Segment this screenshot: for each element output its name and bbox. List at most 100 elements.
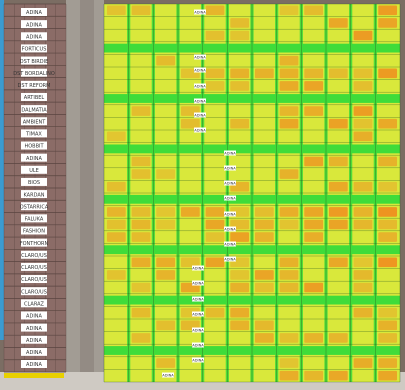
variety-label: ADINA — [26, 350, 42, 356]
plot-stress-patch — [230, 307, 250, 318]
plot-tag-box — [224, 256, 236, 262]
plot-stress-patch — [131, 219, 151, 230]
plot-stress-patch — [254, 320, 274, 331]
plot-stress-patch — [230, 282, 250, 293]
plot-stress-patch — [378, 320, 398, 331]
variety-label: CLARO/US — [21, 265, 47, 271]
plot-stress-patch — [279, 106, 299, 116]
plot-tag-box — [224, 195, 236, 201]
plot-tag: ADINA — [224, 228, 236, 232]
plot-stress-patch — [353, 68, 373, 79]
plot-stress-patch — [230, 68, 250, 79]
plot-stress-patch — [353, 106, 373, 116]
plot-stress-patch — [254, 333, 274, 343]
plot-tag-box — [194, 83, 206, 89]
variety-label: ADINA — [26, 326, 42, 332]
plot-tag-box — [192, 327, 204, 333]
plot-stress-patch — [353, 257, 373, 268]
variety-label-box — [21, 299, 47, 308]
variety-label: CLARAZ — [24, 302, 45, 308]
variety-label: AMBIENT — [23, 119, 47, 125]
plot-stress-patch — [230, 18, 250, 28]
plot-stress-patch — [353, 81, 373, 91]
plot-tag: ADINA — [192, 344, 204, 348]
plot-stress-patch — [279, 169, 299, 179]
plot-stress-patch — [353, 282, 373, 293]
plot-stress-patch — [131, 257, 151, 268]
plot-stress-patch — [106, 219, 126, 230]
plot-stress-patch — [279, 370, 299, 381]
plot-stress-patch — [131, 282, 151, 293]
plot-stress-patch — [279, 219, 299, 230]
plot-tag: ADINA — [192, 313, 204, 317]
plot-tag-box — [194, 9, 206, 15]
plot-stress-patch — [106, 131, 126, 142]
variety-label: OSTARRICA — [20, 204, 49, 210]
plot-stress-patch — [378, 358, 398, 368]
yellow-marker — [4, 373, 64, 378]
plot-labels: ADINA ADINA ADINA FORTICUS DST BIRDIE DST BOR… — [13, 8, 236, 378]
plot-stress-patch — [378, 232, 398, 242]
variety-label-box — [21, 335, 47, 344]
plot-stress-patch — [106, 181, 126, 192]
plot-stress-patch — [230, 270, 250, 280]
plot-stress-patch — [156, 270, 176, 280]
plot-stress-patch — [328, 219, 348, 230]
variety-label: ADINA — [26, 22, 42, 28]
plot-stress-patch — [378, 307, 398, 318]
variety-label: DST BIRDIE — [20, 59, 49, 65]
plot-stress-patch — [156, 169, 176, 179]
plot-stress-patch — [378, 257, 398, 268]
plot-stress-patch — [230, 30, 250, 41]
plot-stress-patch — [131, 106, 151, 116]
plot-tag-box — [192, 357, 204, 363]
plot-stress-patch — [304, 207, 324, 217]
plot-tag-box — [192, 342, 204, 348]
plot-stress-patch — [106, 5, 126, 16]
plot-tag: ADINA — [194, 114, 206, 118]
variety-label-box — [21, 8, 47, 16]
plot-tag: ADINA — [162, 374, 174, 378]
variety-label-box — [21, 165, 47, 174]
plot-tag-box — [224, 150, 236, 156]
variety-label-box — [21, 226, 47, 235]
plot-stress-patch — [106, 207, 126, 217]
plot-stress-patch — [378, 181, 398, 192]
plot-stress-patch — [353, 131, 373, 142]
left-plot-grid — [3, 3, 67, 373]
plot-stress-patch — [353, 30, 373, 41]
plot-tag-box — [194, 112, 206, 118]
plot-tag-box — [224, 180, 236, 186]
variety-label: CLARO/US — [21, 277, 47, 283]
plot-stress-patch — [254, 282, 274, 293]
plot-stress-patch — [230, 232, 250, 242]
variety-label: FONTHORN — [20, 241, 49, 247]
plot-stress-patch — [378, 219, 398, 230]
plot-tag-box — [192, 296, 204, 302]
variety-label: DALMATIA — [21, 107, 47, 113]
plot-stress-patch — [378, 68, 398, 79]
variety-label: DST REFORM — [18, 83, 51, 89]
plot-tag-box — [224, 211, 236, 217]
plot-tag: ADINA — [194, 85, 206, 89]
plot-stress-patch — [156, 207, 176, 217]
plot-stress-patch — [156, 257, 176, 268]
plot-stress-patch — [353, 207, 373, 217]
variety-label: ARTIBEL — [24, 95, 45, 101]
plot-tag: ADINA — [224, 182, 236, 186]
plot-stress-patch — [205, 232, 225, 242]
plot-tag: ADINA — [224, 152, 236, 156]
plot-tag: ADINA — [224, 197, 236, 201]
plot-stress-patch — [378, 333, 398, 343]
plot-stress-patch — [279, 270, 299, 280]
plot-stress-patch — [328, 333, 348, 343]
variety-label: FALUKA — [25, 217, 44, 223]
plot-tag-box — [192, 265, 204, 271]
variety-label-box — [21, 238, 47, 247]
plot-stress-patch — [230, 320, 250, 331]
trial-field — [103, 3, 401, 383]
variety-label: KARDAN — [23, 192, 44, 198]
variety-label-box — [21, 323, 47, 332]
plot-tag-box — [192, 311, 204, 317]
variety-label-box — [21, 105, 47, 114]
